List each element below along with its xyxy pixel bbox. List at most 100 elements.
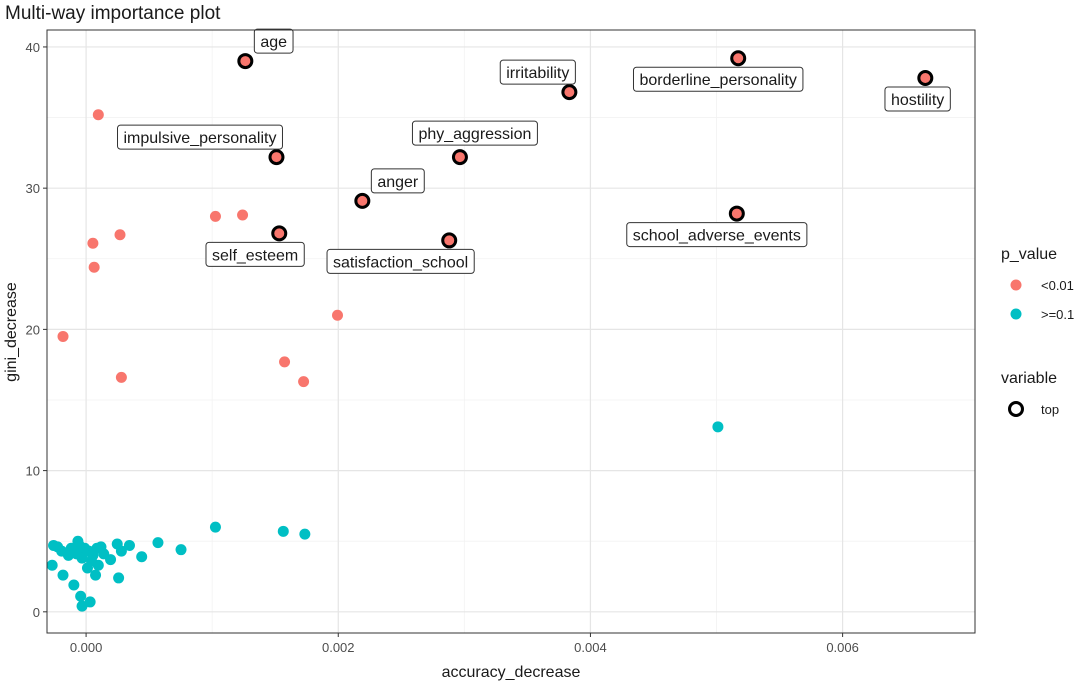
- data-point: [454, 151, 466, 163]
- data-point: [90, 569, 102, 581]
- top-point-ring: [268, 149, 285, 166]
- point-label-frame: [411, 120, 538, 146]
- data-point: [239, 55, 251, 67]
- point-label-box: impulsive_personality: [117, 124, 283, 150]
- data-point: [123, 539, 135, 551]
- data-point: [443, 234, 455, 246]
- point-label-box: irritability: [499, 59, 576, 85]
- point-label: hostility: [891, 92, 944, 109]
- point-label: school_adverse_events: [633, 228, 801, 245]
- point-label: irritability: [506, 65, 569, 82]
- data-point: [113, 572, 125, 584]
- top-point-ring: [561, 84, 578, 101]
- legend-top-ring-icon: [1008, 401, 1024, 417]
- data-point: [46, 559, 58, 571]
- data-point: [57, 569, 69, 581]
- point-label: borderline_personality: [639, 72, 796, 89]
- point-label-box: age: [253, 28, 294, 54]
- y-tick-label: 20: [26, 322, 40, 337]
- data-point: [273, 227, 285, 239]
- top-point-ring: [237, 53, 254, 70]
- data-point: [92, 109, 104, 121]
- point-label-box: phy_aggression: [411, 120, 538, 146]
- top-point-ring: [441, 232, 458, 249]
- point-label-frame: [884, 86, 951, 112]
- point-label-frame: [326, 248, 475, 274]
- top-point-ring: [917, 70, 934, 87]
- data-point: [72, 535, 84, 547]
- data-point: [563, 86, 575, 98]
- legend-label-lt001: <0.01: [1041, 278, 1074, 293]
- data-point: [356, 195, 368, 207]
- data-point: [270, 151, 282, 163]
- data-point: [732, 52, 744, 64]
- x-tick-label: 0.006: [826, 640, 859, 655]
- data-point: [209, 521, 221, 533]
- legend-swatch-lt001: [1010, 279, 1022, 291]
- point-label: satisfaction_school: [333, 254, 468, 271]
- data-point: [237, 209, 249, 221]
- point-label: self_esteem: [212, 247, 298, 264]
- data-point: [114, 229, 126, 241]
- data-point: [277, 525, 289, 537]
- point-label-box: self_esteem: [205, 241, 305, 267]
- x-axis-ticks: 0.000 0.002 0.004 0.006: [70, 633, 859, 655]
- data-point: [175, 544, 187, 556]
- point-label-frame: [370, 168, 425, 194]
- data-point: [332, 309, 344, 321]
- y-axis-title: gini_decrease: [3, 282, 20, 382]
- data-point: [136, 551, 148, 563]
- top-point-ring: [271, 225, 288, 242]
- data-point: [209, 210, 221, 222]
- legend-color-title: p_value: [1001, 246, 1057, 263]
- point-label-box: hostility: [884, 86, 951, 112]
- data-point: [919, 72, 931, 84]
- data-point: [57, 330, 69, 342]
- data-point: [152, 537, 164, 549]
- point-labels: age irritability borderline_personalityhos…: [117, 28, 951, 274]
- top-point-ring: [451, 149, 468, 166]
- data-point: [48, 539, 60, 551]
- point-label-frame: [632, 66, 804, 92]
- x-tick-label: 0.000: [70, 640, 103, 655]
- point-label: phy_aggression: [418, 126, 531, 143]
- x-axis-title: accuracy_decrease: [442, 664, 581, 681]
- y-tick-label: 0: [33, 605, 40, 620]
- legend-label-top: top: [1041, 402, 1059, 417]
- point-label-box: satisfaction_school: [326, 248, 475, 274]
- data-point: [76, 600, 88, 612]
- point-label: impulsive_personality: [124, 130, 277, 147]
- point-label-frame: [626, 222, 808, 248]
- point-label-frame: [117, 124, 283, 150]
- data-point: [731, 208, 743, 220]
- data-point: [115, 371, 127, 383]
- data-point: [81, 562, 93, 574]
- data-points: [46, 50, 934, 612]
- data-point: [87, 237, 99, 249]
- point-label: age: [260, 34, 287, 51]
- top-point-ring: [728, 205, 745, 222]
- top-point-ring: [730, 50, 747, 67]
- plot-panel: [46, 29, 976, 634]
- point-label-box: borderline_personality: [632, 66, 804, 92]
- grid-lines: [47, 30, 975, 633]
- legend-shape-title: variable: [1001, 370, 1057, 387]
- data-point: [84, 596, 96, 608]
- data-point: [111, 538, 123, 550]
- point-label: anger: [377, 174, 419, 191]
- x-tick-label: 0.002: [322, 640, 355, 655]
- point-label-box: anger: [370, 168, 425, 194]
- data-point: [75, 590, 87, 602]
- legend-swatch-ge01: [1010, 308, 1022, 320]
- point-label-box: school_adverse_events: [626, 222, 808, 248]
- data-point: [88, 261, 100, 273]
- top-point-ring: [354, 192, 371, 209]
- y-tick-label: 40: [26, 40, 40, 55]
- legend-label-ge01: >=0.1: [1041, 307, 1074, 322]
- y-tick-label: 30: [26, 181, 40, 196]
- data-point: [68, 579, 80, 591]
- data-point: [299, 528, 311, 540]
- point-label-frame: [499, 59, 576, 85]
- y-tick-label: 10: [26, 464, 40, 479]
